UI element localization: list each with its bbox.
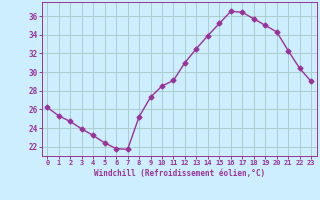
X-axis label: Windchill (Refroidissement éolien,°C): Windchill (Refroidissement éolien,°C) [94, 169, 265, 178]
